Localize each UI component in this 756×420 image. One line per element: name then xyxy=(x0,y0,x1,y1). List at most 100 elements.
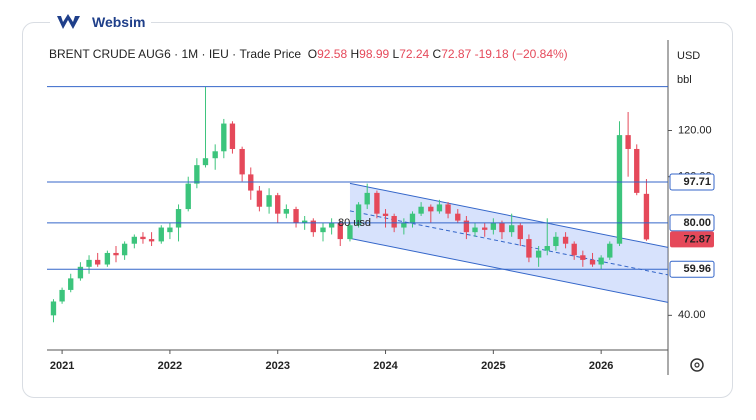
candle-body xyxy=(634,148,640,193)
candle-body xyxy=(148,239,155,242)
candle-body xyxy=(194,165,200,184)
channel-label: 80 usd xyxy=(338,217,371,229)
candle-body xyxy=(266,195,272,207)
unit[interactable]: bbl xyxy=(677,74,692,86)
candle-body xyxy=(625,135,631,149)
candle-body xyxy=(508,225,515,233)
price-label-bg xyxy=(670,231,714,248)
candle-body xyxy=(490,222,497,230)
ohlc-close: 72.87 xyxy=(441,47,472,61)
candle-body xyxy=(320,227,326,233)
candle-body xyxy=(445,204,451,214)
candle-body xyxy=(562,236,569,244)
candle-body xyxy=(544,246,550,251)
change: -19.18 xyxy=(474,47,509,61)
candle-body xyxy=(607,243,613,258)
candle-body xyxy=(580,255,586,260)
candle-body xyxy=(185,183,191,210)
candle-body xyxy=(418,206,424,214)
candle-body xyxy=(463,220,470,233)
price-type: Trade Price xyxy=(239,47,302,61)
currency[interactable]: USD xyxy=(677,50,700,62)
candle-body xyxy=(158,227,164,242)
candle-body xyxy=(131,236,138,244)
candle-body xyxy=(374,192,380,214)
candle-body xyxy=(436,204,443,212)
candle-body xyxy=(229,123,236,149)
candle-body xyxy=(526,239,532,258)
chart-card xyxy=(22,22,733,398)
candle-body xyxy=(50,301,57,316)
candle-body xyxy=(589,259,596,265)
candle-body xyxy=(391,215,397,228)
candle-body xyxy=(202,158,209,166)
plot xyxy=(47,86,668,323)
candle-body xyxy=(59,289,65,302)
candle-body xyxy=(121,243,128,256)
ohlc-low: 72.24 xyxy=(399,47,430,61)
candle-body xyxy=(553,236,559,247)
candle-body xyxy=(428,206,434,212)
interval: 1M xyxy=(181,47,199,61)
candle-body xyxy=(68,278,74,290)
candle-body xyxy=(364,192,370,205)
candle-body xyxy=(221,123,227,152)
candle-body xyxy=(409,213,416,223)
candle-body xyxy=(382,213,389,216)
ohlc-open: 92.58 xyxy=(317,47,348,61)
price-label-bg xyxy=(669,260,715,278)
price-label: 59.96 xyxy=(683,263,711,275)
candle-body xyxy=(167,227,173,233)
candle-body xyxy=(275,195,281,214)
channel-mid xyxy=(349,210,668,276)
candle-body xyxy=(94,259,101,265)
candle-body xyxy=(301,220,308,223)
candle-body xyxy=(310,220,316,233)
logo-text: Websim xyxy=(92,14,146,30)
candle-body xyxy=(175,209,182,228)
logo[interactable]: Websim xyxy=(50,13,152,31)
change-pct: (−20.84%) xyxy=(511,47,568,61)
candle-body xyxy=(401,222,407,228)
y-tick-label: 40.00 xyxy=(678,309,706,321)
chart-header: BRENT CRUDE AUG6 · 1M · IEU · Trade Pric… xyxy=(49,47,568,61)
candle-body xyxy=(337,222,343,240)
price-label: 80.00 xyxy=(683,217,711,229)
y-tick-label: 120.00 xyxy=(678,124,712,136)
candle-body xyxy=(455,213,461,221)
candle-body xyxy=(355,204,362,226)
candle-body xyxy=(283,209,290,214)
x-tick-label: 2023 xyxy=(265,360,289,372)
x-tick-label: 2025 xyxy=(481,360,505,372)
x-tick-label: 2022 xyxy=(158,360,182,372)
candle-body xyxy=(86,259,92,267)
candle-body xyxy=(535,250,542,258)
candle-body xyxy=(77,266,84,279)
candle-body xyxy=(212,151,218,159)
candle-body xyxy=(256,190,263,207)
settings-icon[interactable] xyxy=(690,358,704,372)
x-tick-label: 2021 xyxy=(50,360,74,372)
candle-body xyxy=(472,227,478,233)
price-label-bg xyxy=(669,214,715,232)
candle-body xyxy=(140,236,146,240)
candle-body xyxy=(328,222,335,228)
candle-body xyxy=(347,225,353,240)
candle-body xyxy=(571,243,577,256)
candle-body xyxy=(104,252,111,265)
channel-lower xyxy=(349,237,668,303)
x-tick-label: 2026 xyxy=(589,360,613,372)
candle-body xyxy=(517,225,523,240)
price-label-bg xyxy=(669,173,715,191)
candle-body xyxy=(643,193,650,240)
price-label: 72.87 xyxy=(683,233,711,245)
price-label: 97.71 xyxy=(683,176,711,188)
candle-body xyxy=(113,252,119,256)
x-tick-label: 2024 xyxy=(373,360,398,372)
ohlc-high: 98.99 xyxy=(359,47,390,61)
logo-icon xyxy=(57,14,80,29)
candle-body xyxy=(482,227,488,230)
candle-body xyxy=(293,209,299,223)
